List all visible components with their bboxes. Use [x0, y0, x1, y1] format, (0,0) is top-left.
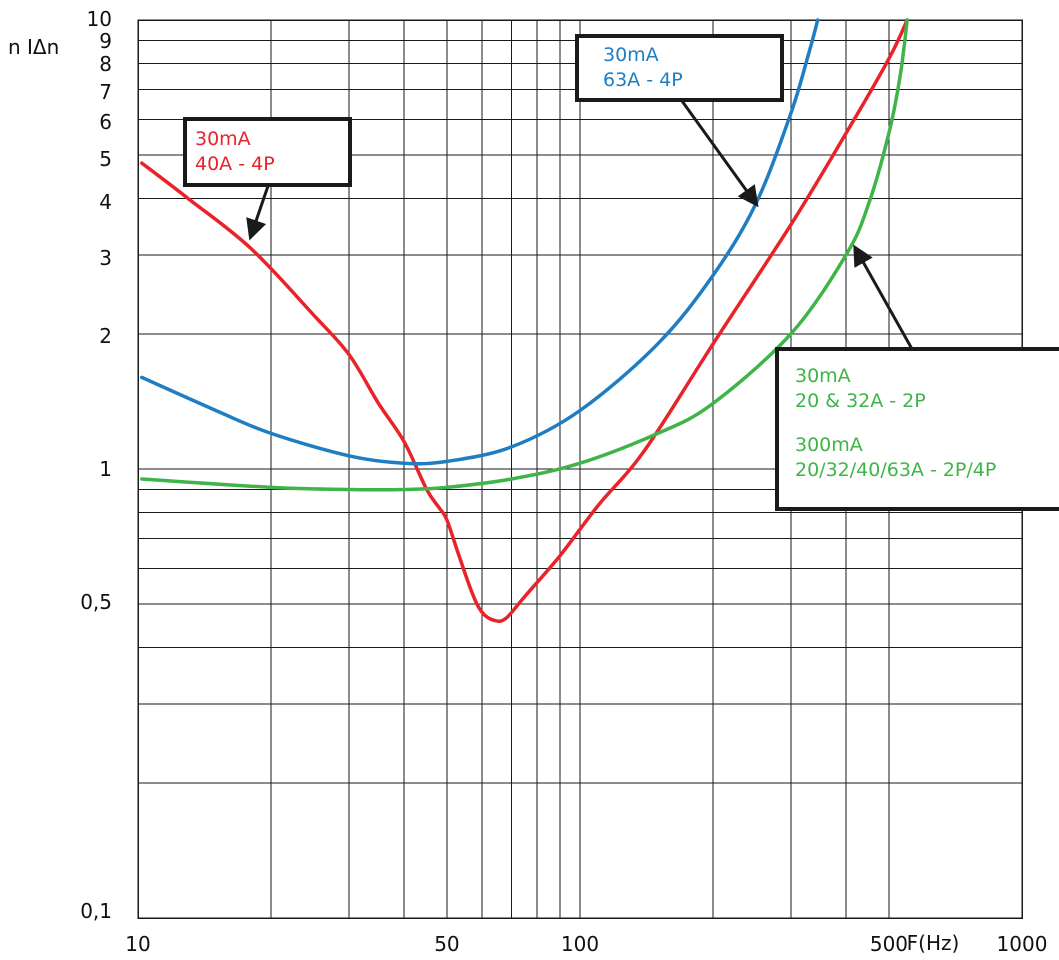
y-tick-label: 3	[99, 246, 112, 270]
red-callout: 30mA 40A - 4P	[183, 117, 352, 241]
y-tick-label: 10	[87, 7, 112, 31]
callout-box	[575, 34, 784, 102]
callout-text-line: 20/32/40/63A - 2P/4P	[795, 459, 996, 481]
y-tick-label: 9	[99, 29, 112, 53]
y-tick-label: 2	[99, 324, 112, 348]
callout-box	[775, 347, 1059, 511]
callout-arrow	[246, 185, 270, 241]
y-tick-label: 4	[99, 190, 112, 214]
x-tick-label: 500	[870, 932, 908, 956]
y-tick-label: 7	[99, 80, 112, 104]
series-line-green	[140, 18, 909, 492]
series-layer	[140, 18, 909, 624]
y-tick-label: 0,1	[80, 899, 112, 923]
callout-text-line: 30mA	[195, 128, 251, 150]
annotations: 30mA 40A - 4P 30mA 63A - 4P 30mA 20 & 32A - 2…	[183, 34, 1059, 511]
blue-callout: 30mA 63A - 4P	[575, 34, 784, 208]
y-tick-label: 1	[99, 457, 112, 481]
series-line-red	[140, 18, 909, 624]
callout-text-line: 63A - 4P	[603, 69, 683, 91]
callout-text-line: 30mA	[603, 44, 659, 66]
callout-text-line: 40A - 4P	[195, 153, 275, 175]
y-tick-label: 5	[99, 147, 112, 171]
x-axis-label: F(Hz)	[907, 931, 960, 955]
x-tick-label: 1000	[997, 932, 1048, 956]
y-tick-label: 6	[99, 110, 112, 134]
green-callout: 30mA 20 & 32A - 2P 300mA 20/32/40/63A - 2P/…	[775, 244, 1059, 511]
x-tick-label: 10	[125, 932, 150, 956]
x-tick-label: 100	[561, 932, 599, 956]
callout-text-line: 20 & 32A - 2P	[795, 390, 926, 412]
series-line-blue	[140, 18, 820, 466]
x-tick-label: 50	[434, 932, 459, 956]
y-tick-label: 0,5	[80, 590, 112, 614]
callout-text-line: 30mA	[795, 365, 851, 387]
callout-arrow	[680, 100, 759, 208]
y-axis-label: n IΔn	[8, 35, 59, 59]
callout-text-line: 300mA	[795, 434, 863, 456]
y-tick-label: 8	[99, 52, 112, 76]
callout-arrow	[853, 244, 914, 350]
callout-box	[183, 117, 352, 187]
